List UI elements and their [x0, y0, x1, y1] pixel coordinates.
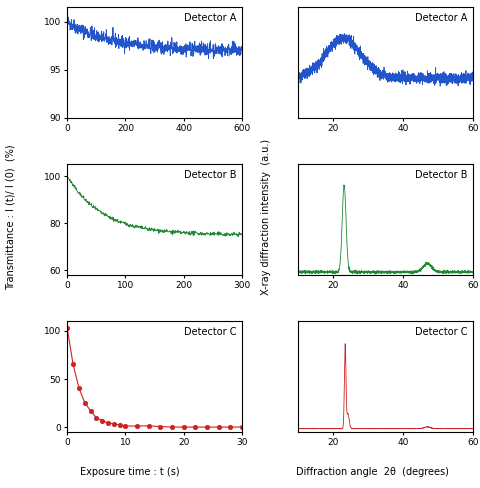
- Text: Detector C: Detector C: [184, 327, 237, 337]
- Text: Detector C: Detector C: [415, 327, 468, 337]
- Text: X-ray diffraction intensity  (a.u.): X-ray diffraction intensity (a.u.): [262, 139, 271, 295]
- Text: Diffraction angle  2θ  (degrees): Diffraction angle 2θ (degrees): [296, 468, 448, 477]
- Text: Transmittance : I (t)/ I (0)  (%): Transmittance : I (t)/ I (0) (%): [6, 144, 15, 290]
- Text: Exposure time : t (s): Exposure time : t (s): [80, 468, 180, 477]
- Text: Detector B: Detector B: [184, 170, 237, 180]
- Text: Detector A: Detector A: [184, 13, 237, 23]
- Text: Detector B: Detector B: [415, 170, 468, 180]
- Text: Detector A: Detector A: [415, 13, 468, 23]
